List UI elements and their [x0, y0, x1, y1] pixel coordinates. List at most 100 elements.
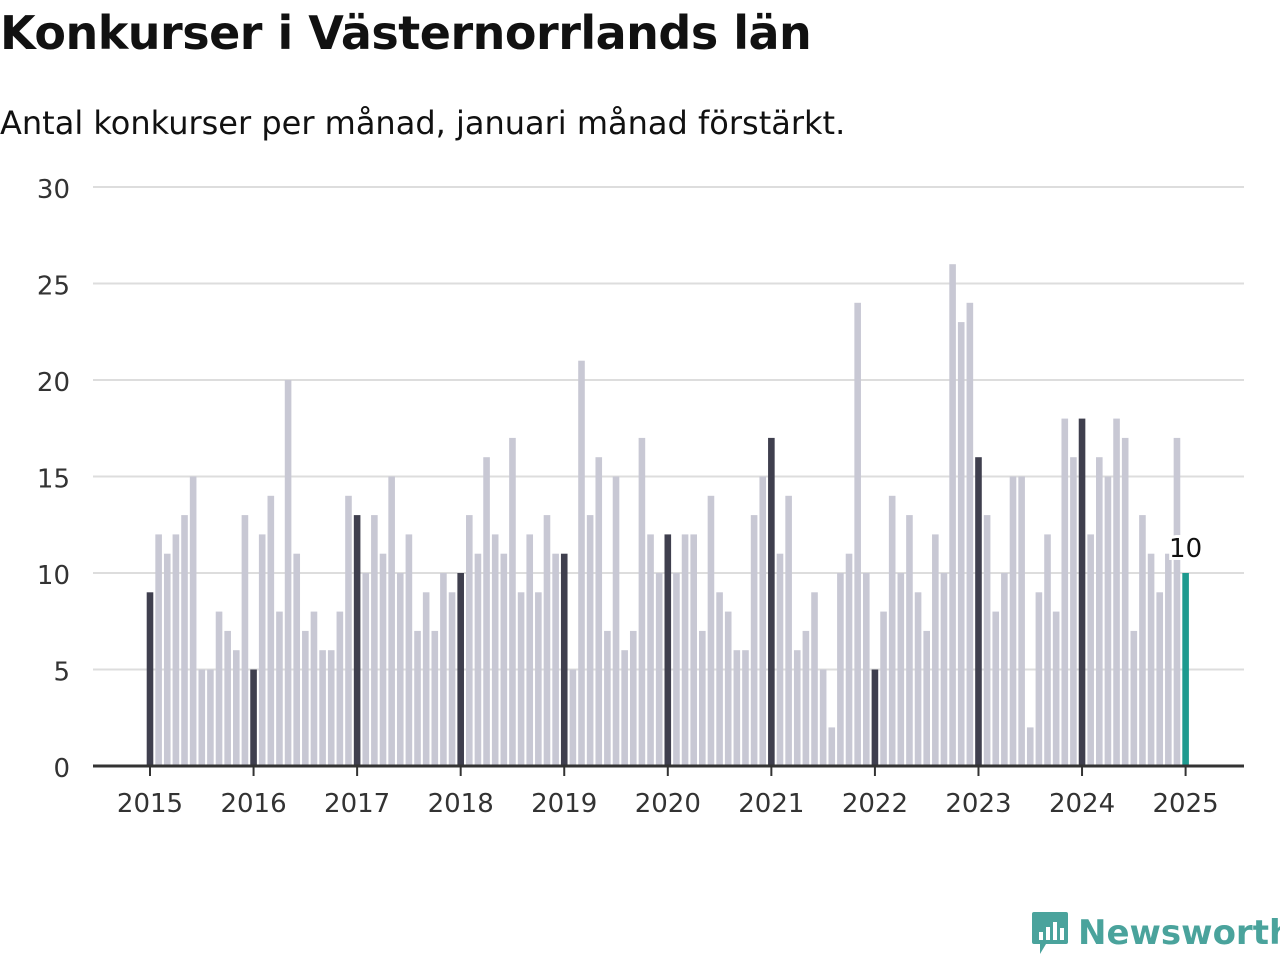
bar — [906, 515, 913, 766]
bar — [189, 476, 197, 766]
x-tick-label: 2018 — [428, 789, 494, 819]
bar — [405, 534, 413, 766]
x-tick-label: 2023 — [945, 789, 1011, 819]
y-tick-label: 0 — [53, 754, 70, 784]
bar — [500, 553, 508, 766]
bar — [448, 592, 456, 766]
bar — [353, 515, 361, 766]
bar — [1156, 592, 1164, 766]
logo-text: Newsworthy — [1078, 913, 1280, 953]
bar — [888, 495, 896, 766]
bar — [345, 495, 352, 766]
x-tick-label: 2020 — [635, 789, 701, 819]
bar — [595, 457, 603, 766]
bar — [233, 650, 240, 766]
bar — [880, 611, 887, 766]
chart-title: Konkurser i Västernorrlands län — [0, 6, 812, 60]
bar — [854, 302, 861, 766]
bar — [474, 553, 482, 766]
x-tick-label: 2019 — [531, 789, 597, 819]
y-tick-label: 20 — [37, 368, 70, 398]
bar — [647, 534, 654, 766]
bar — [396, 573, 404, 766]
bar — [862, 573, 870, 766]
bar — [155, 534, 162, 766]
bar — [802, 630, 810, 766]
bar — [975, 457, 982, 766]
bar — [543, 515, 551, 766]
bar — [1121, 437, 1129, 766]
bar — [258, 534, 266, 766]
bar — [414, 630, 421, 766]
bar — [1026, 727, 1034, 766]
bar — [957, 322, 965, 766]
bar — [621, 650, 628, 766]
bar — [491, 534, 499, 766]
newsworthy-logo: Newsworthy — [1030, 910, 1280, 956]
chart-subtitle: Antal konkurser per månad, januari månad… — [0, 104, 846, 142]
bar — [1035, 592, 1043, 766]
bar — [845, 553, 853, 766]
bar — [604, 630, 611, 766]
x-tick-label: 2017 — [324, 789, 390, 819]
bar — [284, 380, 292, 766]
bar — [422, 592, 430, 766]
bar — [310, 611, 318, 766]
bar — [250, 669, 257, 766]
bar — [707, 495, 715, 766]
bar — [664, 534, 672, 766]
bar — [716, 592, 723, 766]
bar — [750, 515, 758, 766]
bar — [1061, 418, 1069, 766]
bar — [699, 630, 706, 766]
bar — [1173, 437, 1181, 766]
bar — [578, 360, 585, 766]
bar — [172, 534, 180, 766]
bar — [276, 611, 283, 766]
bar — [768, 437, 775, 766]
bar — [612, 476, 620, 766]
x-tick-label: 2021 — [738, 789, 804, 819]
x-tick-label: 2025 — [1153, 789, 1219, 819]
bar — [371, 515, 378, 766]
bar — [431, 630, 439, 766]
bar — [1052, 611, 1060, 766]
bar — [1078, 418, 1086, 766]
bar — [483, 457, 490, 766]
bar — [509, 437, 516, 766]
bar — [949, 264, 956, 766]
bar — [1070, 457, 1077, 766]
bar — [785, 495, 792, 766]
bar — [319, 650, 326, 766]
bar — [569, 669, 577, 766]
bar — [655, 573, 663, 766]
bar — [224, 630, 231, 766]
bar — [1044, 534, 1051, 766]
bar — [837, 573, 844, 766]
bar — [690, 534, 697, 766]
bar — [1018, 476, 1025, 766]
bar — [1165, 553, 1172, 766]
bar — [517, 592, 525, 766]
bar — [992, 611, 1000, 766]
bar — [733, 650, 741, 766]
bar — [267, 495, 275, 766]
bar — [535, 592, 542, 766]
x-tick-label: 2015 — [117, 789, 183, 819]
bar — [793, 650, 801, 766]
bar — [388, 476, 395, 766]
bar — [724, 611, 732, 766]
latest-value-label: 10 — [1169, 534, 1202, 564]
bar — [871, 669, 879, 766]
bar — [293, 553, 301, 766]
y-tick-label: 25 — [37, 272, 70, 302]
bar — [759, 476, 767, 766]
x-tick-label: 2022 — [842, 789, 908, 819]
bar — [1009, 476, 1017, 766]
bar — [638, 437, 646, 766]
bar — [940, 573, 948, 766]
bar — [1104, 476, 1112, 766]
bar — [1096, 457, 1103, 766]
x-tick-label: 2016 — [220, 789, 286, 819]
